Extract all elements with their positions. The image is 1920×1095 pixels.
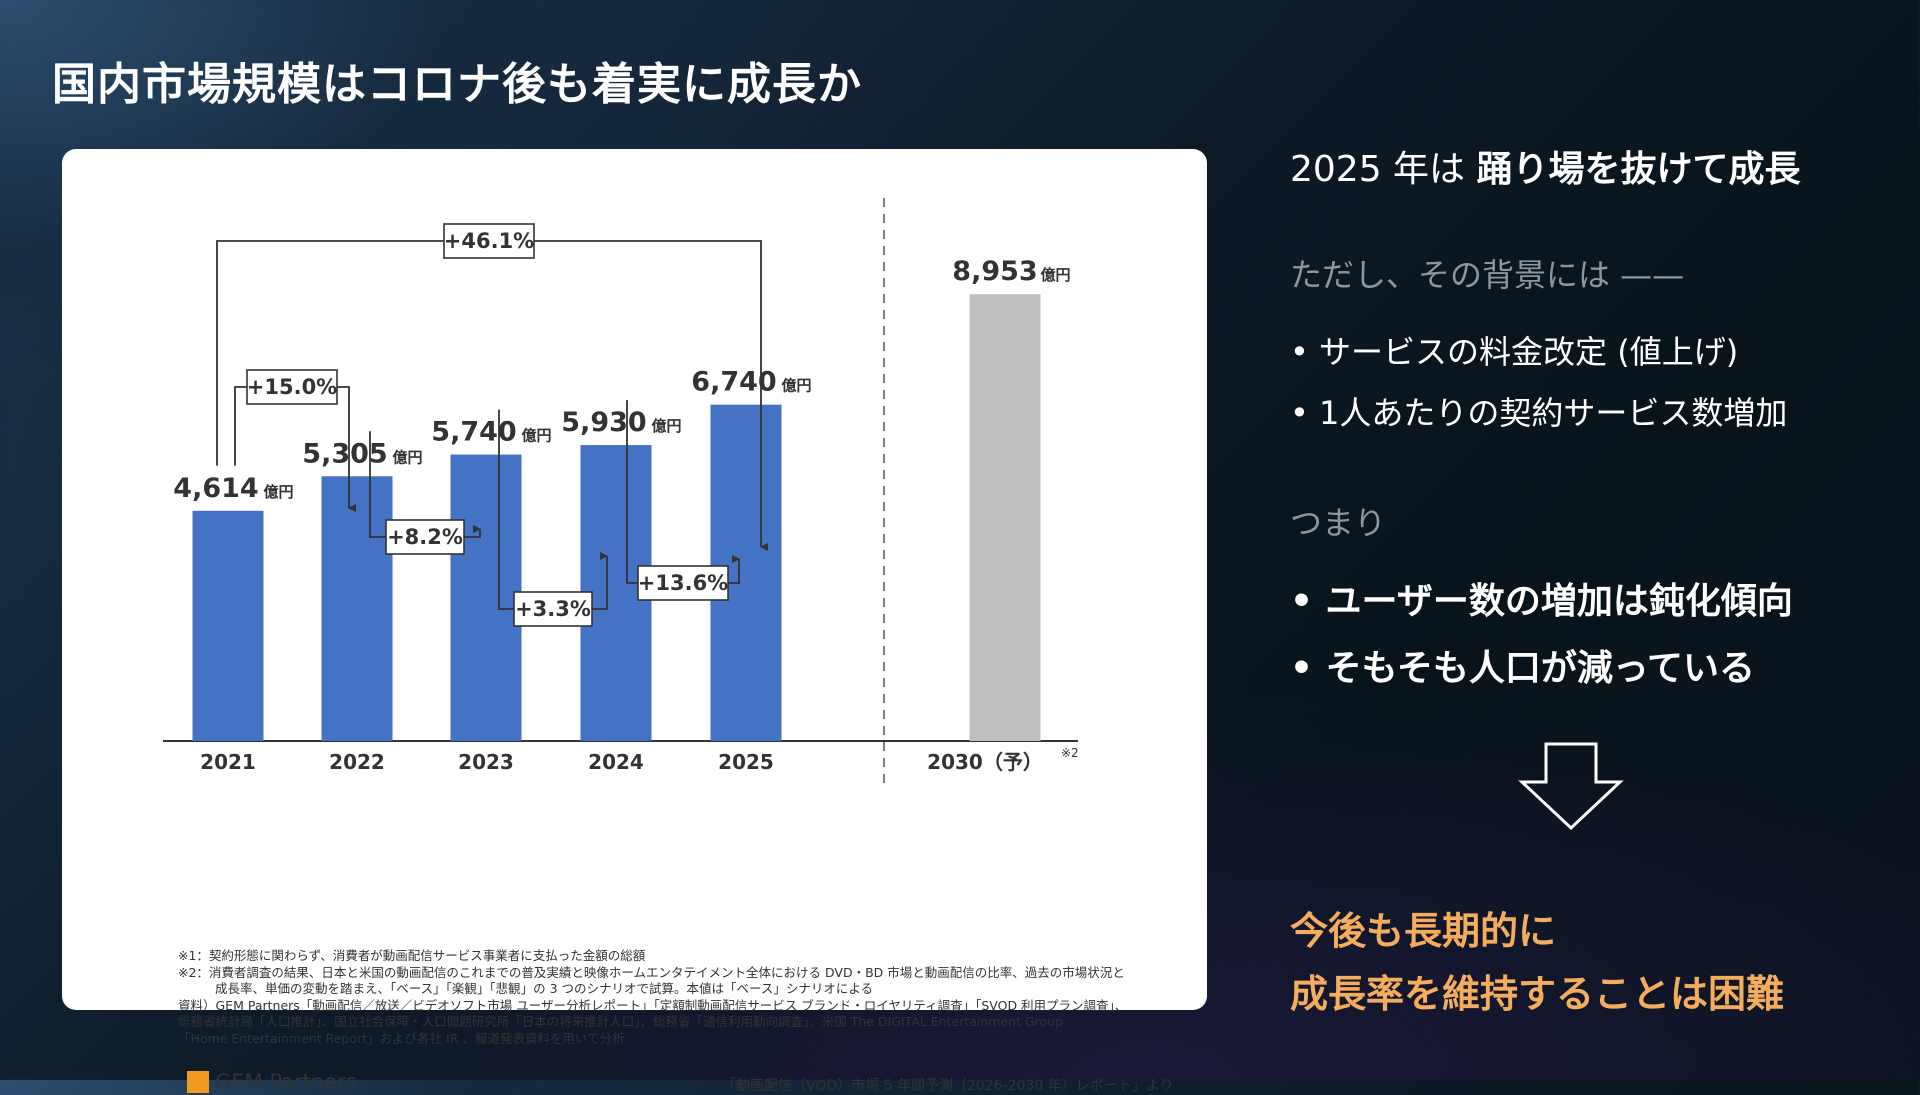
growth-label: +46.1%: [444, 229, 534, 253]
bar-2022: [321, 476, 393, 741]
bar-2030（予）: [969, 294, 1041, 741]
growth-label: +15.0%: [247, 375, 337, 399]
growth-label: +13.6%: [638, 571, 728, 595]
chart-card: 4,614 億円 2021 5,305 億円 2022 5,740 億円 2023 5,930 億円…: [62, 149, 1207, 1094]
unit-label: 億円: [393, 448, 423, 466]
page-title: 国内市場規模はコロナ後も着実に成長か: [52, 59, 862, 110]
value-label: 5,740: [431, 417, 516, 448]
source-note-1: 資料）GEM Partners「動画配信／放送／ビデオソフト市場 ユーザー分析レ…: [178, 997, 1128, 1013]
value-label: 8,953: [952, 256, 1037, 287]
unit-label: 億円: [522, 427, 552, 445]
source-note-3: 「Home Entertainment Report」および各社 IR 、報道発…: [178, 1030, 625, 1046]
footnote-2: ※2：消費者調査の結果、日本と米国の動画配信のこれまでの普及実績と映像ホームエン…: [178, 964, 1125, 980]
logo-mark-icon: [187, 1071, 209, 1093]
year-label: 2024: [588, 750, 644, 774]
however-label: ただし、その背景には ——: [1290, 256, 1685, 294]
value-label: 5,305: [302, 438, 387, 469]
value-label: 4,614: [173, 473, 258, 504]
conclusion-line-2: 成長率を維持することは困難: [1290, 972, 1785, 1016]
year-label: 2025: [718, 750, 774, 774]
therefore-label: つまり: [1290, 504, 1387, 542]
growth-label: +3.3%: [515, 597, 591, 621]
bullet-user-growth-slowing: • ユーザー数の増加は鈍化傾向: [1290, 581, 1793, 622]
year-label: 2030（予）: [927, 750, 1043, 774]
growth-label-box: [385, 519, 465, 555]
growth-label-box: [637, 565, 729, 601]
bullet-price-revision: • サービスの料金改定 (値上げ): [1290, 333, 1739, 371]
source-note-2: 総務省統計局「人口推計」、国立社会保障・人口問題研究所「日本の将来推計人口」、総…: [178, 1014, 1064, 1029]
growth-label-box: [246, 369, 338, 405]
gem-partners-logo: GEM Partners: [187, 1070, 357, 1094]
year-label: 2021: [200, 750, 256, 774]
forecast-footnote-mark: ※2: [1061, 746, 1079, 760]
growth-label: +8.2%: [387, 525, 463, 549]
report-source: 「動画配信（VOD）市場 5 年間予測（2026-2030 年）レポート」より: [722, 1078, 1174, 1094]
unit-label: 億円: [782, 377, 812, 395]
logo-text: GEM Partners: [215, 1070, 357, 1094]
down-arrow-icon: [1518, 742, 1624, 831]
footnotes: ※1：契約形態に関わらず、消費者が動画配信サービス事業者に支払った金額の総額 ※…: [178, 948, 1238, 1047]
bar-2023: [450, 454, 522, 741]
year-label: 2023: [458, 750, 514, 774]
headline: 2025 年は 踊り場を抜けて成長: [1290, 140, 1801, 192]
conclusion-line-1: 今後も長期的に: [1290, 909, 1557, 953]
growth-label-box: [443, 223, 535, 259]
unit-label: 億円: [1041, 266, 1071, 284]
growth-label-box: [513, 591, 593, 627]
value-label: 5,930: [561, 407, 646, 438]
bullet-more-subscriptions: • 1人あたりの契約サービス数増加: [1290, 394, 1788, 432]
footnote-2-cont: 成長率、単価の変動を踏まえ、「ベース」「楽観」「悲観」の 3 つのシナリオで試算…: [215, 981, 874, 996]
value-label: 6,740: [691, 367, 776, 398]
headline-pre: 2025 年は: [1290, 149, 1477, 190]
unit-label: 億円: [652, 417, 682, 435]
footnote-1: ※1：契約形態に関わらず、消費者が動画配信サービス事業者に支払った金額の総額: [178, 948, 646, 963]
headline-bold: 踊り場を抜けて成長: [1476, 149, 1801, 190]
bullet-population-decline: • そもそも人口が減っている: [1290, 648, 1756, 689]
bar-2021: [192, 510, 264, 741]
market-size-chart: 4,614 億円 2021 5,305 億円 2022 5,740 億円 2023 5,930 億円…: [163, 198, 1079, 784]
unit-label: 億円: [264, 483, 294, 501]
year-label: 2022: [329, 750, 385, 774]
